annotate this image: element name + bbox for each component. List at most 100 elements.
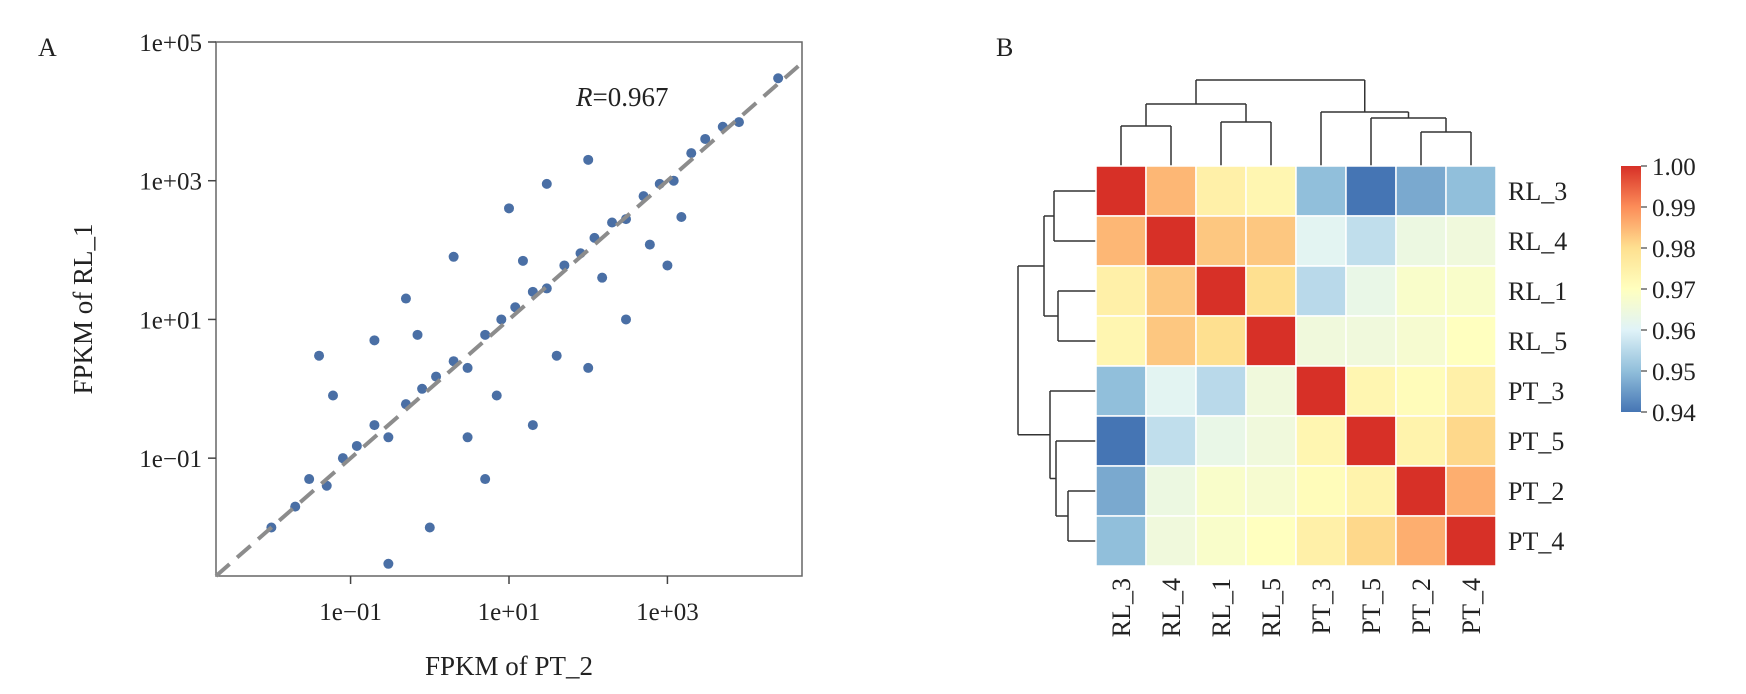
scatter-point [621,314,632,325]
heatmap-cell [1345,415,1397,467]
scatter-point [559,260,570,271]
heatmap-cell [1395,515,1447,567]
legend-tick-label: 0.95 [1652,359,1696,386]
heatmap-cell [1295,365,1347,417]
scatter-point [400,293,411,304]
panel-label-a: A [38,33,57,62]
heatmap-cells [1095,165,1497,567]
color-legend-ticks: 1.00 0.99 0.98 0.97 0.96 0.95 0.94 [1641,154,1696,427]
row-label: RL_3 [1508,177,1567,206]
scatter-point [383,558,394,569]
correlation-annotation: R=0.967 [575,82,668,112]
column-label: PT_3 [1307,578,1336,634]
legend-tick-label: 0.94 [1652,400,1696,427]
heatmap-cell [1345,265,1397,317]
scatter-point [733,117,744,128]
column-label: RL_4 [1157,578,1186,637]
x-axis-label: FPKM of PT_2 [425,651,593,681]
heatmap-cell [1195,265,1247,317]
row-label: RL_1 [1508,277,1567,306]
column-label: RL_5 [1257,578,1286,637]
heatmap-cell [1245,465,1297,517]
scatter-point [491,390,502,401]
color-legend: 1.00 0.99 0.98 0.97 0.96 0.95 0.94 [1621,154,1696,427]
panel-label-b: B [996,33,1013,62]
scatter-point [583,362,594,373]
scatter-point [383,432,394,443]
correlation-symbol: R [575,82,593,112]
heatmap-cell [1245,415,1297,467]
y-tick-label: 1e−01 [139,446,202,473]
heatmap-cell [1395,265,1447,317]
legend-tick-label: 0.96 [1652,318,1696,345]
heatmap-cell [1195,515,1247,567]
heatmap-cell [1395,465,1447,517]
y-tick-label: 1e+03 [139,169,202,196]
heatmap-cell [1445,315,1497,367]
heatmap: RL_3RL_4RL_1RL_5PT_3PT_5PT_2PT_4 RL_3 RL_… [1017,79,1696,637]
scatter-point [644,239,655,250]
heatmap-cell [1095,265,1147,317]
heatmap-cell [1295,165,1347,217]
heatmap-cell [1295,215,1347,267]
heatmap-cell [1445,265,1497,317]
x-tick-label: 1e+01 [478,599,541,626]
heatmap-cell [1145,415,1197,467]
scatter-point [676,211,687,222]
reference-diagonal-line [214,61,804,578]
heatmap-cell [1245,165,1297,217]
legend-tick-label: 0.97 [1652,277,1696,304]
heatmap-cell [1245,215,1297,267]
heatmap-cell [1195,365,1247,417]
x-axis-ticks: 1e−01 1e+01 1e+03 [319,576,699,626]
scatter-point [517,255,528,266]
heatmap-cell [1195,465,1247,517]
heatmap-cell [1345,315,1397,367]
scatter-point [607,217,618,228]
column-labels: RL_3 RL_4 RL_1 RL_5 PT_3 PT_5 PT_2 PT_4 [1107,578,1486,637]
heatmap-cell [1195,215,1247,267]
heatmap-cell [1095,415,1147,467]
column-dendrogram [1120,79,1472,166]
heatmap-cell [1245,265,1297,317]
scatter-point [700,133,711,144]
heatmap-cell [1445,465,1497,517]
heatmap-cell [1195,415,1247,467]
x-tick-label: 1e−01 [319,599,382,626]
legend-tick-label: 0.99 [1652,195,1696,222]
row-dendrogram [1017,190,1096,542]
heatmap-cell [1295,465,1347,517]
heatmap-cell [1245,515,1297,567]
heatmap-cell [1195,165,1247,217]
scatter-point [527,420,538,431]
scatter-point [424,522,435,533]
heatmap-cell [1145,515,1197,567]
heatmap-cell [1445,515,1497,567]
heatmap-cell [1095,215,1147,267]
heatmap-cell [1245,315,1297,367]
heatmap-cell [1295,415,1347,467]
column-label: PT_5 [1357,578,1386,634]
heatmap-cell [1095,465,1147,517]
heatmap-cell [1145,465,1197,517]
legend-tick-label: 1.00 [1652,154,1696,181]
scatter-point [369,335,380,346]
column-label: PT_2 [1407,578,1436,634]
scatter-point [412,329,423,340]
column-label: PT_4 [1457,578,1486,634]
heatmap-cell [1345,465,1397,517]
heatmap-cell [1295,265,1347,317]
heatmap-cell [1095,315,1147,367]
heatmap-cell [1345,365,1397,417]
correlation-value: =0.967 [593,82,669,112]
legend-tick-label: 0.98 [1652,236,1696,263]
heatmap-cell [1295,515,1347,567]
scatter-point [504,203,514,214]
scatter-plot: 1e−01 1e+01 1e+03 1e−01 1e+01 1e+03 1e+05 FPK… [68,30,804,681]
row-labels: RL_3 RL_4 RL_1 RL_5 PT_3 PT_5 PT_2 PT_4 [1508,177,1567,556]
x-tick-label: 1e+03 [636,599,699,626]
scatter-point [662,260,673,271]
scatter-point [462,362,473,373]
heatmap-cell [1095,515,1147,567]
